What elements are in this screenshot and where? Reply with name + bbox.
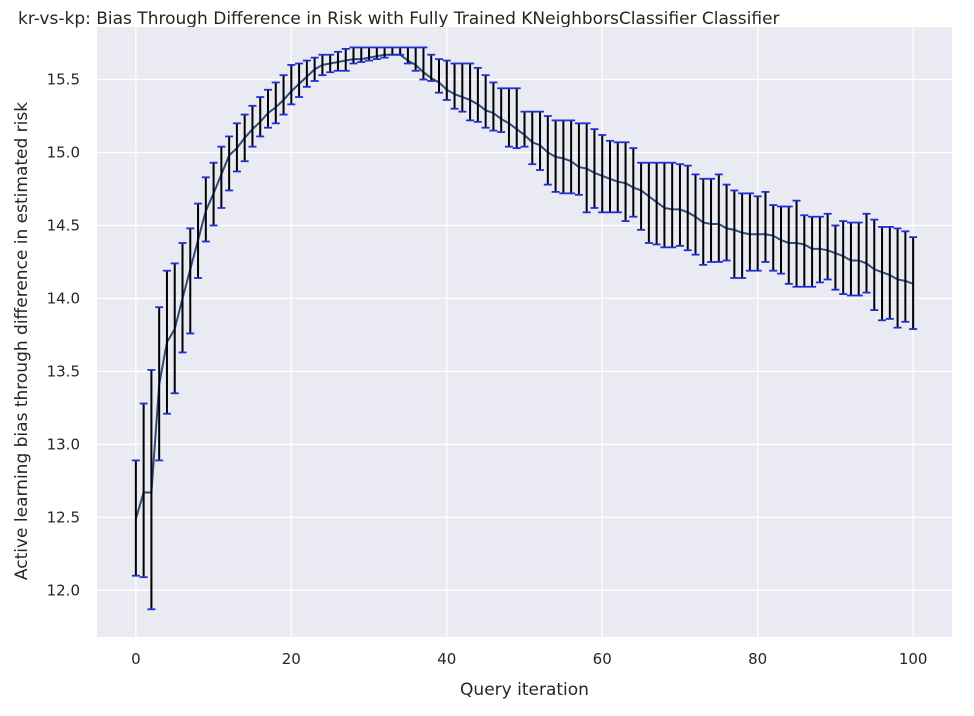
x-tick-label: 40 bbox=[437, 650, 456, 668]
y-tick-label: 15.5 bbox=[47, 71, 80, 89]
chart-title: kr-vs-kp: Bias Through Difference in Ris… bbox=[18, 9, 780, 29]
y-axis-label: Active learning bias through difference … bbox=[12, 101, 32, 581]
y-tick-label: 13.0 bbox=[47, 435, 80, 453]
y-tick-label: 13.5 bbox=[47, 362, 80, 380]
y-tick-label: 15.0 bbox=[47, 144, 80, 162]
y-tick-label: 12.0 bbox=[47, 581, 80, 599]
x-axis-label: Query iteration bbox=[460, 680, 589, 700]
y-tick-label: 14.5 bbox=[47, 216, 80, 234]
y-tick-label: 12.5 bbox=[47, 508, 80, 526]
x-tick-label: 0 bbox=[131, 650, 141, 668]
x-tick-label: 80 bbox=[748, 650, 767, 668]
y-tick-label: 14.0 bbox=[47, 289, 80, 307]
x-tick-label: 20 bbox=[282, 650, 301, 668]
x-tick-label: 100 bbox=[899, 650, 928, 668]
x-tick-label: 60 bbox=[593, 650, 612, 668]
